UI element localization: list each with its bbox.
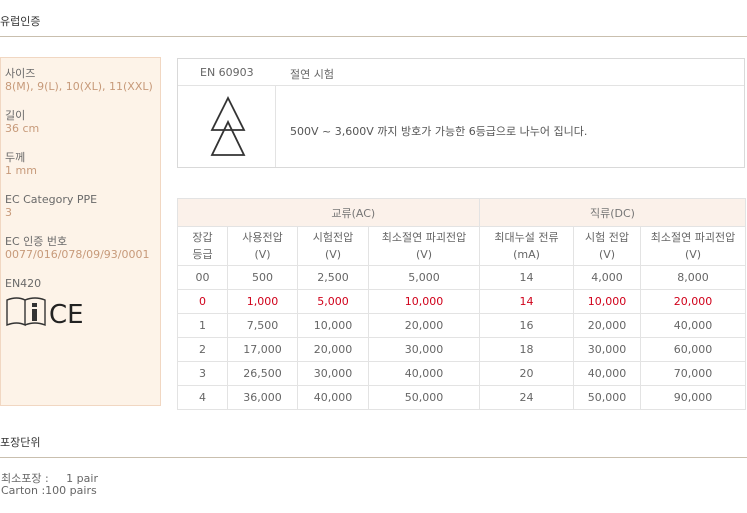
table-cell: 70,000 [640, 361, 746, 386]
table-row-highlight: 0 1,000 5,000 10,000 14 10,000 20,000 [177, 289, 746, 314]
table-cell: 40,000 [368, 361, 480, 386]
spec-size: 사이즈 8(M), 9(L), 10(XL), 11(XXL) [5, 67, 153, 93]
table-cell: 20,000 [640, 289, 746, 314]
section-title-packaging: 포장단위 [0, 436, 41, 449]
table-cell: 10,000 [297, 313, 369, 338]
spec-standard-label: EN420 [5, 277, 42, 290]
packaging-min: 최소포장 : 1 pair [1, 470, 98, 486]
table-cell: 14 [479, 265, 574, 290]
header-blank [177, 198, 228, 227]
packaging-min-label: 최소포장 : [1, 472, 49, 485]
en60903-box: EN 60903 절연 시험 500V ~ 3,600V 까지 방호가 가능한 … [177, 58, 745, 168]
table-row: 4 36,000 40,000 50,000 24 50,000 90,000 [177, 385, 746, 410]
table-cell: 14 [479, 289, 574, 314]
en-code: EN 60903 [200, 66, 254, 79]
table-cell: 2,500 [297, 265, 369, 290]
table-cell: 40,000 [297, 385, 369, 410]
table-cell: 10,000 [368, 289, 480, 314]
spec-thickness: 두께 1 mm [5, 151, 37, 177]
header-ac-test-voltage: 시험전압 (V) [297, 226, 369, 266]
en-description: 500V ~ 3,600V 까지 방호가 가능한 6등급으로 나누어 집니다. [290, 125, 588, 138]
header-dc-breakdown-voltage: 최소절연 파괴전압 (V) [640, 226, 746, 266]
table-cell: 1 [177, 313, 228, 338]
table-cell: 50,000 [368, 385, 480, 410]
spec-size-value: 8(M), 9(L), 10(XL), 11(XXL) [5, 80, 153, 93]
header-group-ac: 교류(AC) [227, 198, 480, 227]
spec-cert-no-value: 0077/016/078/09/93/0001 [5, 248, 150, 261]
table-cell: 500 [227, 265, 298, 290]
header-row: 장갑 등급 사용전압 (V) 시험전압 (V) 최소절연 파괴전압 (V) 최대누설 전… [177, 226, 746, 266]
table-cell: 5,000 [368, 265, 480, 290]
table-cell: 20,000 [368, 313, 480, 338]
table-cell: 16 [479, 313, 574, 338]
table-cell: 5,000 [297, 289, 369, 314]
table-cell: 26,500 [227, 361, 298, 386]
spec-thickness-value: 1 mm [5, 164, 37, 177]
info-book-ce-icon: CE [6, 297, 84, 330]
spec-category: EC Category PPE 3 [5, 193, 97, 219]
header-max-leak-current: 최대누설 전류 (mA) [479, 226, 574, 266]
table-cell: 8,000 [640, 265, 746, 290]
table-cell: 7,500 [227, 313, 298, 338]
spec-length-label: 길이 [5, 109, 26, 122]
packaging-carton: Carton :100 pairs [1, 484, 97, 497]
section-divider [0, 36, 747, 37]
table-cell: 3 [177, 361, 228, 386]
section-divider [0, 457, 747, 458]
voltage-class-table: 교류(AC) 직류(DC) 장갑 등급 사용전압 (V) 시험전압 (V) 최소절연 … [177, 198, 746, 410]
spec-length-value: 36 cm [5, 122, 40, 135]
table-cell: 1,000 [227, 289, 298, 314]
table-cell: 4 [177, 385, 228, 410]
spec-category-label: EC Category PPE [5, 193, 98, 206]
spec-thickness-label: 두께 [5, 151, 26, 164]
table-cell: 36,000 [227, 385, 298, 410]
en-title: 절연 시험 [290, 68, 334, 81]
table-cell: 0 [177, 289, 228, 314]
en60903-header: EN 60903 절연 시험 [178, 59, 744, 86]
spec-cert-no: EC 인증 번호 0077/016/078/09/93/0001 [5, 235, 150, 261]
header-class: 장갑 등급 [177, 226, 228, 266]
spec-category-value: 3 [5, 206, 12, 219]
table-cell: 30,000 [573, 337, 641, 362]
ce-mark: CE [49, 300, 84, 330]
spec-standard: EN420 [5, 277, 41, 290]
table-cell: 20,000 [297, 337, 369, 362]
header-ac-use-voltage: 사용전압 (V) [227, 226, 298, 266]
table-cell: 2 [177, 337, 228, 362]
table-cell: 18 [479, 337, 574, 362]
table-cell: 40,000 [573, 361, 641, 386]
spec-cert-no-label: EC 인증 번호 [5, 235, 68, 248]
table-row: 3 26,500 30,000 40,000 20 40,000 70,000 [177, 361, 746, 386]
table-cell: 30,000 [368, 337, 480, 362]
table-cell: 60,000 [640, 337, 746, 362]
spec-panel: 사이즈 8(M), 9(L), 10(XL), 11(XXL) 길이 36 cm… [0, 57, 161, 406]
table-cell: 30,000 [297, 361, 369, 386]
packaging-carton-value: 100 pairs [45, 484, 97, 497]
table-cell: 24 [479, 385, 574, 410]
table-cell: 90,000 [640, 385, 746, 410]
packaging-carton-label: Carton : [1, 484, 46, 497]
table-cell: 20 [479, 361, 574, 386]
table-cell: 17,000 [227, 337, 298, 362]
packaging-min-value: 1 pair [66, 472, 98, 485]
cert-icons: CE [5, 294, 95, 334]
table-cell: 50,000 [573, 385, 641, 410]
table-cell: 10,000 [573, 289, 641, 314]
header-group-dc: 직류(DC) [479, 198, 746, 227]
header-dc-test-voltage: 시험 전압 (V) [573, 226, 641, 266]
section-title-eu-cert: 유럽인증 [0, 15, 41, 28]
header-ac-breakdown-voltage: 최소절연 파괴전압 (V) [368, 226, 480, 266]
table-row: 00 500 2,500 5,000 14 4,000 8,000 [177, 265, 746, 290]
spec-length: 길이 36 cm [5, 109, 39, 135]
table-cell: 20,000 [573, 313, 641, 338]
table-cell: 00 [177, 265, 228, 290]
table-row: 1 7,500 10,000 20,000 16 20,000 40,000 [177, 313, 746, 338]
table-cell: 4,000 [573, 265, 641, 290]
double-triangle-icon [178, 86, 276, 167]
spec-size-label: 사이즈 [5, 67, 36, 80]
table-cell: 40,000 [640, 313, 746, 338]
table-row: 2 17,000 20,000 30,000 18 30,000 60,000 [177, 337, 746, 362]
